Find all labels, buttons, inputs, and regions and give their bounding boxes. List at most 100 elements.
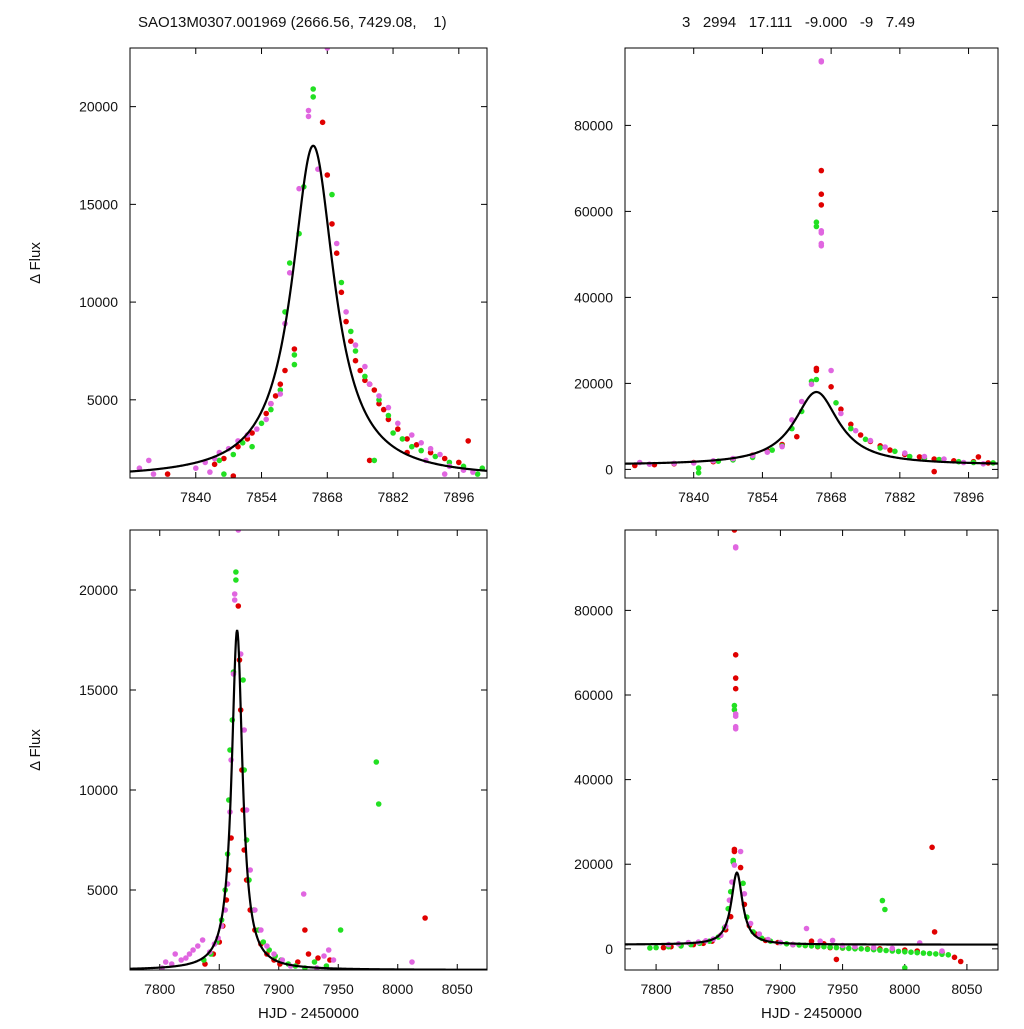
data-point: [456, 459, 462, 466]
x-axis-label: HJD - 2450000: [761, 1005, 862, 1022]
data-point: [902, 949, 908, 955]
data-point: [231, 597, 238, 603]
data-point: [409, 443, 415, 450]
data-point: [325, 947, 332, 953]
data-point: [695, 470, 702, 476]
data-point: [264, 943, 270, 949]
data-point: [260, 939, 267, 945]
data-point: [740, 880, 746, 887]
data-point: [867, 437, 874, 444]
data-point: [828, 384, 834, 390]
data-point: [437, 451, 443, 458]
data-point: [310, 86, 317, 92]
x-tick-label: 7854: [246, 489, 277, 505]
x-tick-label: 7868: [816, 489, 847, 505]
data-point: [305, 107, 312, 114]
y-axis-label: Δ Flux: [27, 242, 44, 284]
data-point: [882, 906, 888, 913]
data-point: [660, 944, 667, 951]
data-point: [852, 427, 859, 434]
data-point: [769, 447, 775, 453]
data-point: [324, 48, 331, 51]
data-point: [731, 702, 738, 709]
data-point: [330, 957, 337, 963]
data-point: [931, 468, 937, 475]
plot-frame: [624, 47, 999, 479]
data-point: [362, 373, 368, 380]
data-point: [373, 759, 380, 765]
model-curve: [130, 144, 487, 473]
data-point: [939, 948, 945, 954]
data-point: [286, 260, 293, 266]
y-tick-label: 15000: [79, 196, 118, 212]
data-point: [418, 447, 425, 454]
data-points: [632, 41, 996, 476]
data-point: [352, 342, 359, 348]
y-tick-label: 5000: [87, 882, 118, 898]
x-tick-label: 8000: [382, 981, 413, 997]
x-tick-label: 7854: [747, 489, 778, 505]
data-points: [647, 530, 964, 970]
x-tick-label: 7896: [443, 489, 474, 505]
data-point: [338, 279, 345, 286]
data-point: [737, 848, 744, 855]
data-point: [329, 191, 335, 198]
data-point: [150, 471, 157, 477]
data-point: [352, 357, 359, 364]
data-point: [216, 457, 223, 464]
data-point: [827, 944, 833, 950]
data-point: [731, 707, 738, 713]
y-tick-label: 60000: [574, 203, 613, 219]
data-point: [357, 367, 364, 374]
data-point: [975, 454, 982, 460]
data-point: [409, 959, 415, 965]
data-point: [838, 406, 844, 413]
data-point: [882, 444, 888, 450]
data-point: [877, 947, 883, 953]
data-point: [186, 951, 193, 957]
data-point: [348, 338, 354, 345]
data-point: [465, 438, 472, 444]
data-point: [933, 951, 939, 957]
data-point: [731, 530, 738, 533]
data-point: [902, 965, 908, 970]
data-point: [277, 381, 284, 388]
data-point: [333, 240, 340, 247]
event-parameters: 3 2994 17.111 -9.000 -9 7.49: [682, 14, 915, 31]
x-tick-label: 7850: [703, 981, 734, 997]
data-point: [887, 447, 893, 453]
data-point: [337, 927, 344, 933]
data-point: [833, 944, 840, 951]
data-point: [376, 400, 382, 407]
x-tick-label: 7900: [263, 981, 294, 997]
data-point: [413, 442, 420, 448]
data-point: [321, 953, 327, 959]
data-point: [814, 41, 820, 47]
data-point: [737, 864, 744, 871]
data-point: [731, 862, 738, 868]
data-point: [858, 946, 864, 952]
data-point: [375, 801, 382, 807]
y-tick-label: 0: [605, 461, 613, 477]
data-point: [279, 957, 286, 963]
data-point: [315, 955, 321, 961]
data-point: [249, 430, 255, 436]
data-point: [427, 445, 434, 452]
data-point: [914, 949, 920, 956]
data-point: [892, 448, 898, 455]
data-point: [732, 685, 739, 692]
data-point: [833, 400, 839, 406]
data-point: [764, 449, 771, 456]
data-point: [362, 377, 368, 384]
data-point: [277, 387, 284, 393]
panel-top-right: 7840 7854 7868 7882 7896 0 20000 40000 60000 8000…: [574, 41, 999, 505]
data-point: [848, 425, 854, 432]
data-point: [263, 410, 270, 417]
x-tick-label: 7850: [204, 981, 235, 997]
data-point: [333, 250, 340, 256]
data-point: [302, 927, 308, 933]
data-point: [818, 191, 825, 197]
data-point: [380, 406, 387, 413]
